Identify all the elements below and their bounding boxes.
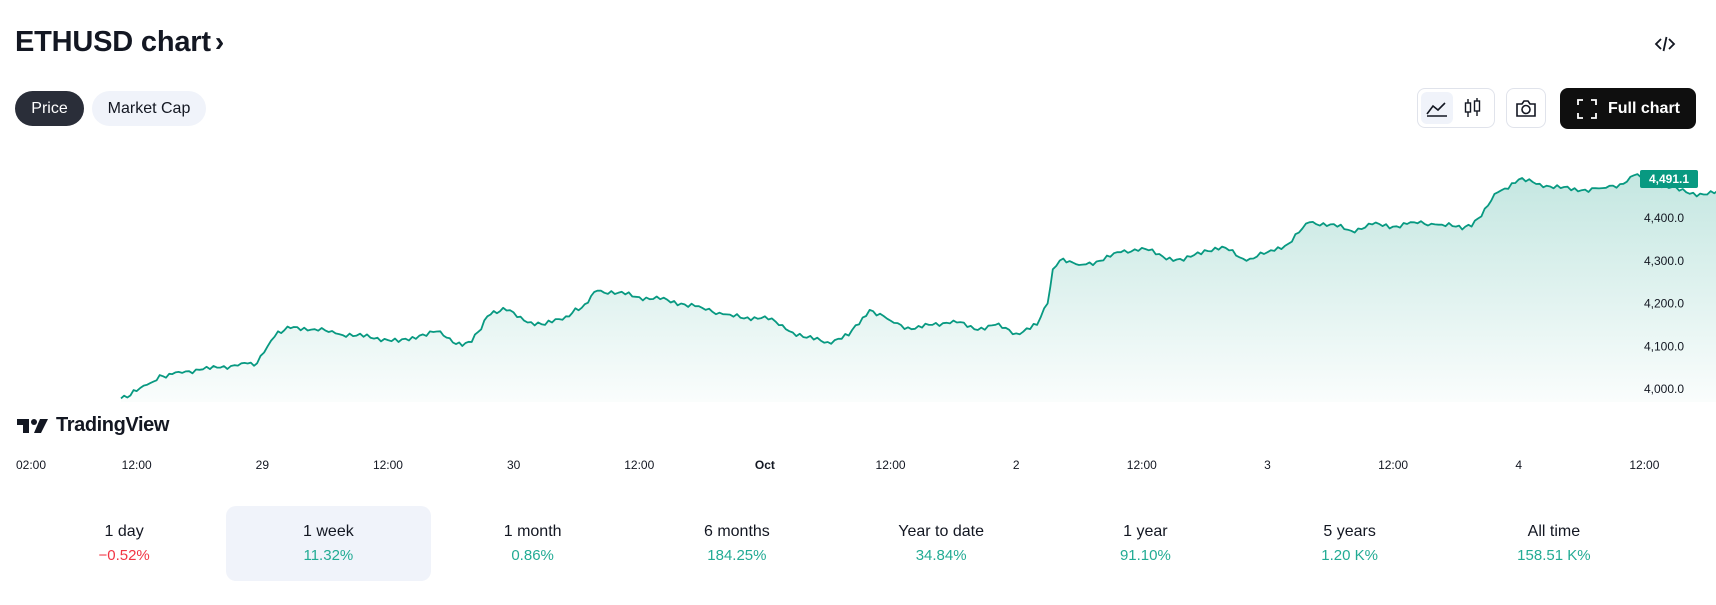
period-change: 34.84%	[915, 547, 967, 564]
x-tick-label: 2	[1013, 458, 1020, 472]
period-selector: 1 day −0.52% 1 week 11.32% 1 month 0.86%…	[22, 506, 1656, 581]
x-tick-label: 3	[1264, 458, 1271, 472]
logo-text: TradingView	[56, 414, 170, 436]
time-axis: 02:00 12:00 29 12:00 30 12:00 Oct 12:00 2 12:00 3 1…	[16, 458, 1660, 472]
price-axis: 4,000.0 4,100.0 4,200.0 4,300.0 4,400.0	[1644, 211, 1684, 396]
period-1-day[interactable]: 1 day −0.52%	[22, 506, 226, 581]
x-tick-label: 12:00	[876, 458, 906, 472]
candle-style-button[interactable]	[1457, 92, 1489, 124]
fullscreen-icon	[1577, 98, 1597, 119]
x-tick-label: 29	[256, 458, 270, 472]
period-label: 6 months	[703, 523, 770, 540]
period-change: 1.20 K%	[1321, 547, 1378, 564]
candlestick-icon	[1464, 98, 1481, 117]
period-change: 11.32%	[303, 547, 354, 564]
period-label: Year to date	[898, 523, 984, 540]
chevron-right-icon: ›	[214, 25, 225, 57]
y-tick-label: 4,200.0	[1644, 297, 1684, 311]
x-tick-label: 12:00	[122, 458, 152, 472]
y-tick-label: 4,000.0	[1644, 382, 1684, 396]
tradingview-logo[interactable]: TradingView	[16, 414, 169, 437]
period-change: 184.25%	[707, 547, 767, 564]
area-chart-icon	[1426, 102, 1447, 117]
period-label: 1 month	[503, 523, 562, 540]
period-label: 1 day	[104, 523, 144, 540]
page-title: ETHUSD chart	[15, 26, 211, 58]
x-tick-label: 4	[1515, 458, 1522, 472]
x-tick-label: 02:00	[16, 458, 46, 472]
period-label: 1 year	[1123, 523, 1168, 540]
snapshot-button[interactable]	[1506, 88, 1546, 128]
period-label: 1 week	[303, 523, 354, 540]
tab-market-cap[interactable]: Market Cap	[92, 91, 206, 126]
period-change: 91.10%	[1119, 547, 1171, 564]
y-tick-label: 4,400.0	[1644, 211, 1684, 225]
x-tick-label: 12:00	[1378, 458, 1408, 472]
y-tick-label: 4,300.0	[1644, 254, 1684, 268]
area-style-button[interactable]	[1421, 92, 1453, 124]
chart-style-toggle	[1417, 88, 1495, 128]
full-chart-label: Full chart	[1607, 99, 1680, 117]
period-label: All time	[1527, 523, 1581, 540]
x-tick-label: Oct	[755, 458, 775, 472]
period-all-time[interactable]: All time 158.51 K%	[1452, 506, 1656, 581]
x-tick-label: 12:00	[373, 458, 403, 472]
period-5-years[interactable]: 5 years 1.20 K%	[1248, 506, 1452, 581]
period-year-to-date[interactable]: Year to date 34.84%	[839, 506, 1043, 581]
price-line	[120, 173, 1716, 400]
price-chart[interactable]: 4,000.0 4,100.0 4,200.0 4,300.0 4,400.0 02:0…	[0, 140, 1716, 480]
period-change: 0.86%	[511, 547, 554, 564]
x-tick-label: 30	[507, 458, 521, 472]
price-area-fill	[121, 174, 1716, 402]
y-tick-label: 4,100.0	[1644, 339, 1684, 353]
code-icon	[1654, 36, 1676, 52]
full-chart-button[interactable]: Full chart	[1560, 88, 1696, 129]
x-tick-label: 12:00	[1629, 458, 1659, 472]
period-1-year[interactable]: 1 year 91.10%	[1043, 506, 1247, 581]
last-price-badge: 4,491.1	[1640, 170, 1698, 189]
period-1-week[interactable]: 1 week 11.32%	[226, 506, 431, 581]
x-tick-label: 12:00	[1127, 458, 1157, 472]
period-1-month[interactable]: 1 month 0.86%	[431, 506, 635, 581]
period-change: −0.52%	[98, 547, 150, 564]
tab-price[interactable]: Price	[15, 91, 84, 126]
chart-title-link[interactable]: ETHUSD chart ›	[15, 26, 224, 59]
period-change: 158.51 K%	[1517, 547, 1591, 564]
x-tick-label: 12:00	[624, 458, 654, 472]
last-price-label: 4,491.1	[1649, 172, 1689, 186]
period-label: 5 years	[1323, 523, 1376, 540]
tradingview-logo-icon	[17, 418, 48, 433]
period-6-months[interactable]: 6 months 184.25%	[635, 506, 839, 581]
embed-code-button[interactable]	[1650, 29, 1680, 59]
camera-icon	[1516, 100, 1536, 117]
